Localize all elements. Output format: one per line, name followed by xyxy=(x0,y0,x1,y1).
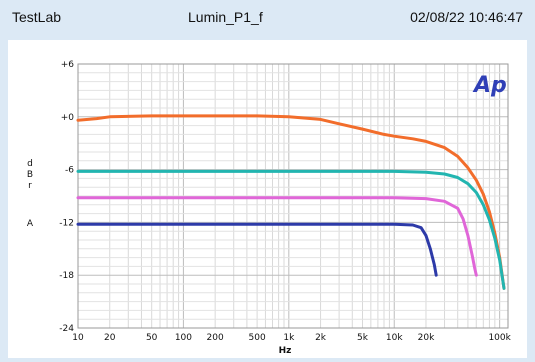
series-lines xyxy=(76,114,506,290)
y-axis-label-letter: A xyxy=(27,219,34,229)
y-tick-label: +6 xyxy=(61,60,75,70)
y-tick-label: -18 xyxy=(59,271,74,281)
x-tick-label: 200 xyxy=(207,333,224,343)
header-lab-name: TestLab xyxy=(12,9,62,25)
y-axis-label: dBr A xyxy=(27,159,34,229)
y-tick-label: -6 xyxy=(65,166,74,176)
plot-border xyxy=(77,63,509,329)
header-bar: TestLab Lumin_P1_f 02/08/22 10:46:47 xyxy=(0,0,535,36)
header-file-name: Lumin_P1_f xyxy=(188,9,263,25)
x-tick-label: 100k xyxy=(488,333,511,343)
x-tick-label: 500 xyxy=(249,333,266,343)
x-tick-label: 50 xyxy=(146,333,158,343)
grid xyxy=(77,63,509,329)
series-line-1 xyxy=(76,114,506,290)
x-axis-label: Hz xyxy=(279,346,292,356)
series-line-2 xyxy=(76,169,506,290)
series-line-4 xyxy=(76,222,438,277)
frequency-response-chart: 10 20 50 100 200 500 1k 2k 5k 10k 20k 100k +6 +0 -6 -1… xyxy=(27,60,512,356)
x-tick-label: 10 xyxy=(72,333,84,343)
x-axis-ticks: 10 20 50 100 200 500 1k 2k 5k 10k 20k 100k xyxy=(72,333,511,343)
x-tick-label: 1k xyxy=(283,333,295,343)
series-line-3 xyxy=(76,196,478,277)
ap-logo: Ap xyxy=(472,73,507,98)
x-tick-label: 10k xyxy=(386,333,403,343)
y-axis-label-letter: B xyxy=(27,170,33,180)
y-axis-ticks: +6 +0 -6 -12 -18 -24 xyxy=(59,60,74,334)
x-tick-label: 100 xyxy=(175,333,192,343)
y-tick-label: -24 xyxy=(59,324,74,334)
x-tick-label: 20k xyxy=(418,333,435,343)
y-axis-label-letter: r xyxy=(28,181,32,191)
x-tick-label: 5k xyxy=(357,333,369,343)
y-axis-label-letter: d xyxy=(27,159,33,169)
y-tick-label: +0 xyxy=(61,113,75,123)
plot-card: 10 20 50 100 200 500 1k 2k 5k 10k 20k 100k +6 +0 -6 -1… xyxy=(8,40,527,358)
y-tick-label: -12 xyxy=(59,218,74,228)
x-tick-label: 20 xyxy=(104,333,116,343)
header-timestamp: 02/08/22 10:46:47 xyxy=(410,9,523,25)
x-tick-label: 2k xyxy=(315,333,327,343)
